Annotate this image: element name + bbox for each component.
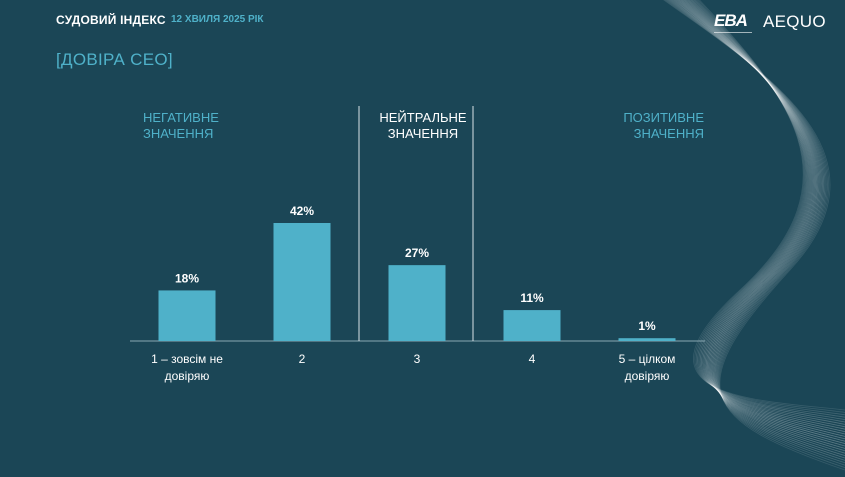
value-label-1: 18% [175, 271, 199, 285]
group-label-neutral-line1: НЕЙТРАЛЬНЕ [379, 110, 467, 125]
wave-line [667, 0, 845, 464]
wave-line [665, 0, 845, 466]
wave-line [681, 0, 845, 440]
wave-line [678, 0, 845, 444]
wave-line [672, 0, 845, 454]
category-label-1: 1 – зовсім не [151, 352, 223, 366]
group-label-negative: НЕГАТИВНЕ ЗНАЧЕННЯ [143, 110, 219, 142]
header-date: 12 ХВИЛЯ 2025 РІК [171, 14, 264, 25]
wave-line [677, 0, 845, 447]
group-label-neutral: НЕЙТРАЛЬНЕ ЗНАЧЕННЯ [375, 110, 471, 142]
wave-line [680, 0, 845, 442]
wave-line [693, 0, 845, 411]
wave-line [670, 0, 845, 459]
header-title: СУДОВИЙ ІНДЕКС [56, 13, 166, 27]
group-label-negative-line1: НЕГАТИВНЕ [143, 110, 219, 125]
wave-line [668, 0, 845, 461]
group-label-negative-line2: ЗНАЧЕННЯ [143, 126, 214, 141]
wave-line [694, 0, 845, 413]
wave-line [690, 0, 845, 425]
value-label-2: 42% [290, 204, 314, 218]
wave-line [688, 0, 845, 428]
wave-line [671, 0, 845, 456]
wave-line [695, 0, 845, 416]
bar-3 [388, 265, 446, 341]
eba-logo: EBA [714, 11, 754, 33]
category-label-2: 2 [299, 352, 306, 366]
wave-line [693, 0, 845, 420]
wave-line [694, 0, 845, 418]
category-label-4: 4 [529, 352, 536, 366]
category-label-5-line2: довіряю [625, 369, 670, 383]
wave-line [675, 0, 845, 449]
wave-line [674, 0, 845, 452]
value-label-3: 27% [405, 246, 429, 260]
wave-line [691, 0, 845, 423]
wave-line [685, 0, 845, 432]
group-label-positive-line1: ПОЗИТИВНЕ [623, 110, 704, 125]
group-label-positive: ПОЗИТИВНЕ ЗНАЧЕННЯ [600, 110, 704, 142]
eba-logo-text: EBA [714, 11, 748, 30]
group-label-positive-line2: ЗНАЧЕННЯ [633, 126, 704, 141]
section-title: [ДОВІРА CEO] [56, 50, 173, 69]
eba-logo-underline [714, 32, 752, 33]
bar-4 [503, 310, 561, 341]
value-label-5: 1% [638, 319, 656, 333]
bar-1 [158, 290, 216, 341]
category-label-1-line2: довіряю [165, 369, 210, 383]
group-label-neutral-line2: ЗНАЧЕННЯ [387, 126, 459, 141]
wave-line [687, 0, 845, 430]
wave-line [663, 0, 845, 471]
wave-line [684, 0, 845, 435]
wave-line [664, 0, 845, 468]
value-label-4: 11% [520, 291, 544, 305]
category-label-5: 5 – цілком [619, 352, 676, 366]
bar-5 [618, 338, 676, 341]
bar-2 [273, 223, 331, 341]
category-label-3: 3 [414, 352, 421, 366]
aequo-logo: AEQUO [763, 12, 826, 31]
wave-line [682, 0, 845, 437]
